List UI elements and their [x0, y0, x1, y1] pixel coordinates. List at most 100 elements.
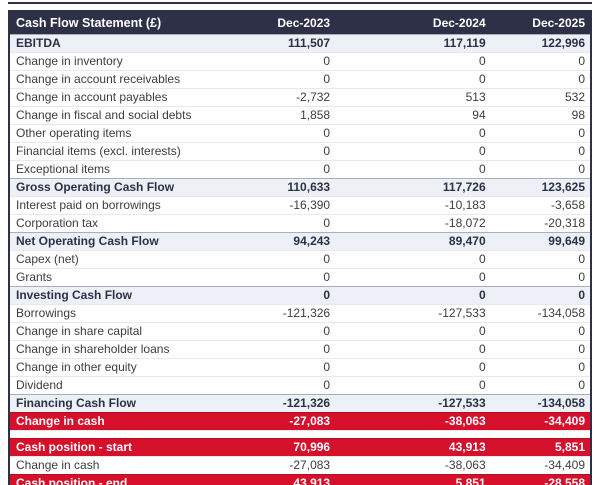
row-value: 43,913: [335, 438, 491, 457]
table-row: Change in cash -27,083 -38,063 -34,409: [9, 412, 591, 431]
row-label: Cash position - start: [9, 438, 250, 457]
row-label: Other operating items: [9, 124, 250, 143]
row-value: 0: [249, 250, 336, 269]
table-header: Cash Flow Statement (£) Dec-2023 Dec-202…: [9, 11, 591, 35]
row-value: -18,072: [335, 214, 491, 233]
row-value: 0: [335, 142, 491, 161]
row-value: 94: [335, 106, 491, 125]
row-value: 0: [335, 376, 491, 395]
row-value: -134,058: [490, 304, 591, 323]
row-value: -34,409: [490, 456, 591, 475]
row-value: -38,063: [335, 456, 491, 475]
table-row: Gross Operating Cash Flow 110,633 117,726 1…: [9, 178, 591, 197]
column-header-dec-2023: Dec-2023: [249, 11, 336, 35]
row-value: 43,913: [249, 474, 336, 485]
row-label: Gross Operating Cash Flow: [9, 178, 250, 197]
row-value: 94,243: [249, 232, 336, 251]
row-value: 0: [490, 124, 591, 143]
column-header-dec-2025: Dec-2025: [490, 11, 591, 35]
row-value: 0: [335, 322, 491, 341]
row-value: -34,409: [490, 412, 591, 431]
row-value: 0: [490, 286, 591, 305]
row-label: Change in other equity: [9, 358, 250, 377]
row-value: 0: [249, 124, 336, 143]
row-label: Corporation tax: [9, 214, 250, 233]
row-value: -20,318: [490, 214, 591, 233]
row-value: 0: [249, 52, 336, 71]
table-row: Change in fiscal and social debts 1,858 94…: [9, 106, 591, 125]
table-row: Cash position - end 43,913 5,851 -28,558: [9, 474, 591, 485]
row-value: 1,858: [249, 106, 336, 125]
top-rule-divider: [8, 2, 592, 4]
row-label: Exceptional items: [9, 160, 250, 179]
row-value: 110,633: [249, 178, 336, 197]
row-value: 0: [249, 160, 336, 179]
table-body: EBITDA 111,507 117,119 122,996 Change in inv…: [9, 34, 591, 485]
row-value: 513: [335, 88, 491, 107]
table-row: Corporation tax 0 -18,072 -20,318: [9, 214, 591, 233]
row-label: Change in cash: [9, 456, 250, 475]
row-value: 532: [490, 88, 591, 107]
column-header-dec-2024: Dec-2024: [335, 11, 491, 35]
table-title: Cash Flow Statement (£): [9, 11, 250, 35]
table-row: Change in other equity 0 0 0: [9, 358, 591, 377]
row-value: 0: [249, 358, 336, 377]
row-value: 0: [335, 160, 491, 179]
table-row: Borrowings -121,326 -127,533 -134,058: [9, 304, 591, 323]
table-row: Change in share capital 0 0 0: [9, 322, 591, 341]
row-value: 0: [490, 268, 591, 287]
spacer-cell: [9, 430, 591, 439]
table-row: Change in account receivables 0 0 0: [9, 70, 591, 89]
row-value: 0: [490, 322, 591, 341]
row-value: 0: [249, 214, 336, 233]
row-label: Dividend: [9, 376, 250, 395]
row-value: 89,470: [335, 232, 491, 251]
row-value: 5,851: [335, 474, 491, 485]
row-value: 0: [249, 322, 336, 341]
row-label: EBITDA: [9, 34, 250, 53]
row-label: Change in inventory: [9, 52, 250, 71]
row-value: -10,183: [335, 196, 491, 215]
table-row: Change in cash -27,083 -38,063 -34,409: [9, 456, 591, 475]
table-row: Net Operating Cash Flow 94,243 89,470 99,64…: [9, 232, 591, 251]
row-value: 5,851: [490, 438, 591, 457]
table-row: Grants 0 0 0: [9, 268, 591, 287]
table-row: Change in inventory 0 0 0: [9, 52, 591, 71]
row-value: 99,649: [490, 232, 591, 251]
row-value: -16,390: [249, 196, 336, 215]
row-value: 70,996: [249, 438, 336, 457]
row-value: 0: [335, 70, 491, 89]
row-value: 123,625: [490, 178, 591, 197]
row-label: Change in cash: [9, 412, 250, 431]
row-value: -27,083: [249, 412, 336, 431]
row-value: 117,119: [335, 34, 491, 53]
row-label: Grants: [9, 268, 250, 287]
row-value: -121,326: [249, 394, 336, 413]
row-value: 117,726: [335, 178, 491, 197]
table-row: Other operating items 0 0 0: [9, 124, 591, 143]
row-value: 0: [335, 52, 491, 71]
row-label: Interest paid on borrowings: [9, 196, 250, 215]
row-value: -38,063: [335, 412, 491, 431]
row-value: 0: [335, 358, 491, 377]
table-row: Financing Cash Flow -121,326 -127,533 -134,…: [9, 394, 591, 413]
row-value: -127,533: [335, 394, 491, 413]
row-value: 0: [335, 286, 491, 305]
row-value: 0: [335, 250, 491, 269]
table-row: EBITDA 111,507 117,119 122,996: [9, 34, 591, 53]
row-value: 0: [249, 142, 336, 161]
row-label: Capex (net): [9, 250, 250, 269]
row-label: Financial items (excl. interests): [9, 142, 250, 161]
row-label: Net Operating Cash Flow: [9, 232, 250, 251]
row-value: 0: [335, 268, 491, 287]
row-label: Change in shareholder loans: [9, 340, 250, 359]
row-value: -127,533: [335, 304, 491, 323]
table-row: Interest paid on borrowings -16,390 -10,18…: [9, 196, 591, 215]
table-row: Change in account payables -2,732 513 532: [9, 88, 591, 107]
row-label: Change in fiscal and social debts: [9, 106, 250, 125]
row-label: Borrowings: [9, 304, 250, 323]
row-value: -3,658: [490, 196, 591, 215]
row-value: -27,083: [249, 456, 336, 475]
row-value: 0: [249, 286, 336, 305]
